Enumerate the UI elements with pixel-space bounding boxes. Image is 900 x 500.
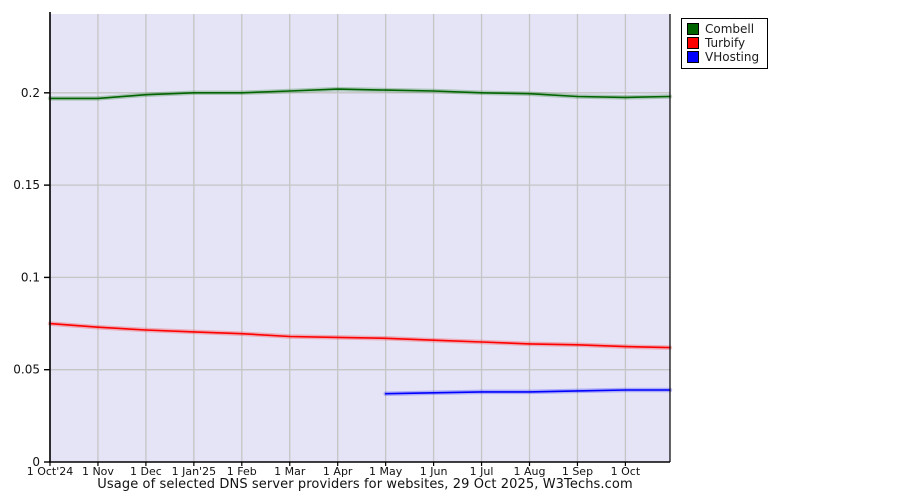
- svg-text:1 May: 1 May: [369, 465, 403, 478]
- svg-text:1 Mar: 1 Mar: [274, 465, 306, 478]
- y-axis-tick-labels: 0 0.05 0.1 0.15 0.2: [13, 86, 40, 469]
- svg-text:1 Aug: 1 Aug: [514, 465, 546, 478]
- svg-text:1 Dec: 1 Dec: [130, 465, 162, 478]
- svg-text:1 Feb: 1 Feb: [227, 465, 257, 478]
- legend-item-combell: Combell: [687, 22, 759, 36]
- tick-marks: [44, 92, 627, 466]
- series-lines: [47, 86, 673, 396]
- svg-text:1 Sep: 1 Sep: [562, 465, 593, 478]
- axes: [49, 12, 671, 463]
- svg-text:0.15: 0.15: [13, 178, 40, 192]
- svg-text:0.1: 0.1: [21, 270, 40, 284]
- legend-label: Combell: [705, 22, 755, 36]
- plot-background: [50, 14, 670, 462]
- svg-text:1 Nov: 1 Nov: [82, 465, 114, 478]
- svg-text:1 Apr: 1 Apr: [323, 465, 353, 478]
- svg-text:1 Jun: 1 Jun: [420, 465, 448, 478]
- svg-text:0.05: 0.05: [13, 363, 40, 377]
- legend: Combell Turbify VHosting: [681, 18, 769, 69]
- combell-color-swatch: [687, 23, 699, 35]
- turbify-color-swatch: [687, 37, 699, 49]
- svg-text:1 Oct'24: 1 Oct'24: [27, 465, 74, 478]
- x-axis-tick-labels: 1 Oct'24 1 Nov 1 Dec 1 Jan'25 1 Feb 1 Mar 1 Ap…: [27, 465, 641, 478]
- svg-text:1 Jan'25: 1 Jan'25: [172, 465, 216, 478]
- chart-title: Usage of selected DNS server providers f…: [97, 477, 633, 492]
- vhosting-color-swatch: [687, 51, 699, 63]
- gridlines: [49, 14, 670, 462]
- legend-label: Turbify: [705, 36, 746, 50]
- svg-text:0.2: 0.2: [21, 86, 40, 100]
- svg-text:1 Jul: 1 Jul: [470, 465, 494, 478]
- svg-text:1 Oct: 1 Oct: [611, 465, 641, 478]
- legend-item-turbify: Turbify: [687, 36, 759, 50]
- svg-text:0: 0: [32, 455, 40, 469]
- legend-item-vhosting: VHosting: [687, 50, 759, 64]
- legend-label: VHosting: [705, 50, 760, 64]
